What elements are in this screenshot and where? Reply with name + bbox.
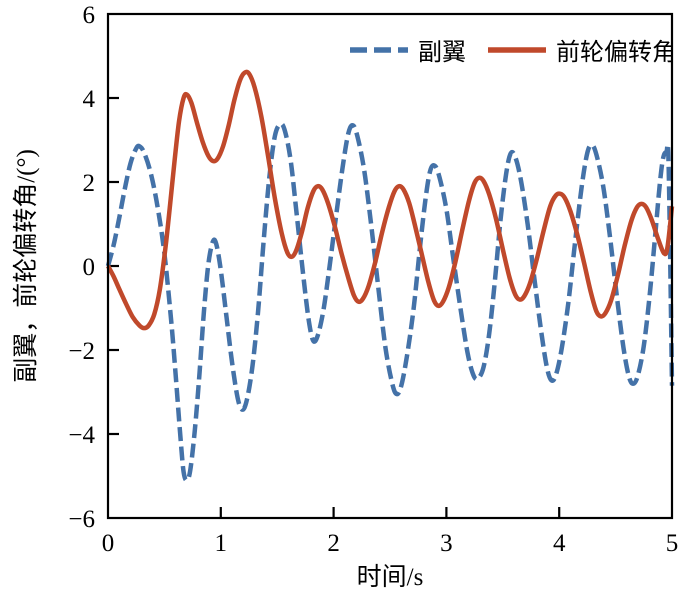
plot-frame [106, 12, 674, 520]
data-series-group [105, 69, 675, 483]
x-tick-label: 4 [553, 530, 566, 557]
series-line-1 [105, 121, 675, 483]
x-tick-label: 2 [327, 530, 340, 557]
x-tick-label: 5 [666, 530, 679, 557]
y-tick-label: 2 [83, 170, 96, 197]
y-tick-label: 0 [83, 254, 96, 281]
y-tick-label: −6 [68, 506, 95, 533]
legend-label-2: 前轮偏转角 [556, 39, 676, 66]
legend-label-1: 副翼 [418, 39, 466, 66]
x-tick-labels: 0 1 2 3 4 5 [102, 530, 679, 557]
y-tick-label: −4 [68, 422, 95, 449]
y-axis-title: 副翼，前轮偏转角/(°) [12, 149, 40, 383]
chart-legend: 副翼 前轮偏转角 [350, 39, 676, 66]
series-line-2 [106, 69, 675, 331]
x-tick-label: 3 [440, 530, 453, 557]
x-tick-marks [219, 507, 561, 518]
y-tick-label: −2 [68, 338, 95, 365]
y-tick-labels: 6 4 2 0 −2 −4 −6 [68, 2, 95, 533]
x-tick-label: 0 [102, 530, 115, 557]
y-tick-label: 4 [83, 86, 96, 113]
x-axis-title: 时间/s [357, 563, 424, 591]
y-tick-label: 6 [83, 2, 96, 29]
x-tick-label: 1 [215, 530, 228, 557]
